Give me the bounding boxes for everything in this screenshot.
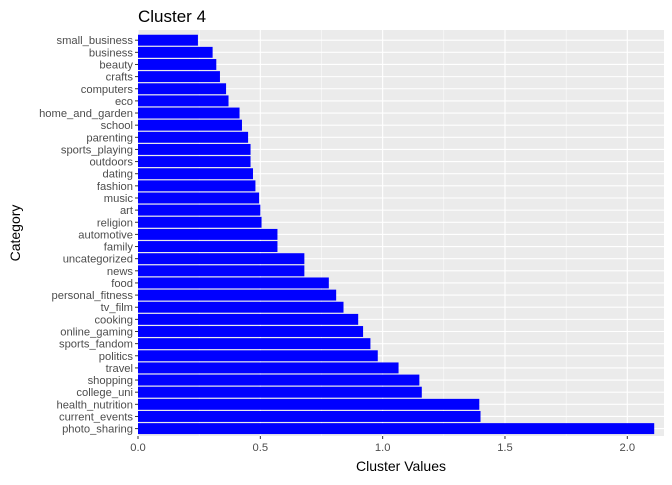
x-tick-label: 0.0: [130, 442, 146, 454]
bar-computers: [138, 83, 227, 95]
x-tick-label: 0.5: [253, 442, 269, 454]
y-tick-label: outdoors: [89, 157, 133, 169]
y-tick-label: personal_fitness: [52, 290, 134, 302]
bar-beauty: [138, 59, 217, 70]
y-tick-label: health_nutrition: [56, 399, 133, 411]
y-tick-label: home_and_garden: [39, 108, 133, 120]
y-tick-label: family: [104, 242, 134, 254]
y-tick-label: travel: [106, 363, 133, 375]
y-tick-label: shopping: [88, 375, 133, 387]
bar-college_uni: [138, 386, 422, 398]
y-tick-label: school: [101, 120, 133, 132]
bar-eco: [138, 95, 229, 107]
x-tick-label: 1.0: [375, 442, 391, 454]
y-tick-label: religion: [97, 217, 133, 229]
bar-business: [138, 46, 213, 58]
y-tick-label: business: [89, 47, 134, 59]
bar-personal_fitness: [138, 289, 337, 301]
bar-family: [138, 241, 278, 252]
y-tick-label: sports_fandom: [59, 339, 133, 351]
bar-outdoors: [138, 156, 251, 168]
y-tick-label: food: [111, 278, 133, 290]
bar-health_nutrition: [138, 398, 480, 410]
y-tick-label: online_gaming: [60, 327, 133, 339]
bar-fashion: [138, 180, 256, 192]
bar-sports_playing: [138, 143, 251, 155]
y-tick-label: tv_film: [101, 302, 133, 314]
bar-online_gaming: [138, 326, 364, 337]
y-tick-label: dating: [103, 169, 133, 181]
y-tick-label: art: [120, 205, 134, 217]
bar-current_events: [138, 411, 481, 422]
y-axis-label: Category: [7, 205, 23, 262]
bar-shopping: [138, 374, 420, 386]
bar-dating: [138, 168, 253, 180]
bar-small_business: [138, 34, 198, 46]
y-tick-label: fashion: [97, 181, 133, 193]
y-tick-label: photo_sharing: [62, 424, 133, 436]
y-axis-ticks: small_businessbusinessbeautycraftscomput…: [39, 35, 138, 436]
bar-automotive: [138, 228, 278, 240]
x-tick-label: 1.5: [497, 442, 513, 454]
y-tick-label: current_events: [59, 411, 133, 423]
bars: [138, 34, 655, 435]
bar-photo_sharing: [138, 423, 655, 435]
bar-parenting: [138, 131, 249, 143]
bar-cooking: [138, 313, 359, 325]
bar-home_and_garden: [138, 107, 240, 119]
y-tick-label: college_uni: [76, 387, 133, 399]
bar-travel: [138, 362, 399, 374]
bar-uncategorized: [138, 253, 305, 265]
bar-food: [138, 277, 329, 289]
bar-religion: [138, 216, 262, 228]
y-tick-label: computers: [81, 84, 134, 96]
chart-title: Cluster 4: [138, 7, 206, 26]
y-tick-label: sports_playing: [61, 144, 133, 156]
y-tick-label: music: [104, 193, 134, 205]
bar-school: [138, 119, 242, 131]
bar-sports_fandom: [138, 338, 371, 350]
y-tick-label: cooking: [94, 314, 133, 326]
bar-music: [138, 192, 260, 204]
y-tick-label: crafts: [106, 72, 134, 84]
bar-politics: [138, 350, 378, 362]
bar-news: [138, 265, 305, 277]
y-tick-label: beauty: [99, 59, 133, 71]
bar-art: [138, 204, 261, 216]
y-tick-label: news: [107, 266, 134, 278]
y-tick-label: politics: [99, 351, 134, 363]
y-tick-label: parenting: [86, 132, 133, 144]
y-tick-label: small_business: [57, 35, 134, 47]
bar-crafts: [138, 71, 220, 83]
y-tick-label: eco: [115, 96, 133, 108]
x-axis-ticks: 0.0 0.5 1.0 1.5 2.0: [130, 436, 635, 454]
x-tick-label: 2.0: [620, 442, 636, 454]
bar-tv_film: [138, 301, 344, 313]
y-tick-label: automotive: [78, 229, 133, 241]
y-tick-label: uncategorized: [63, 254, 133, 266]
x-axis-label: Cluster Values: [356, 458, 446, 474]
